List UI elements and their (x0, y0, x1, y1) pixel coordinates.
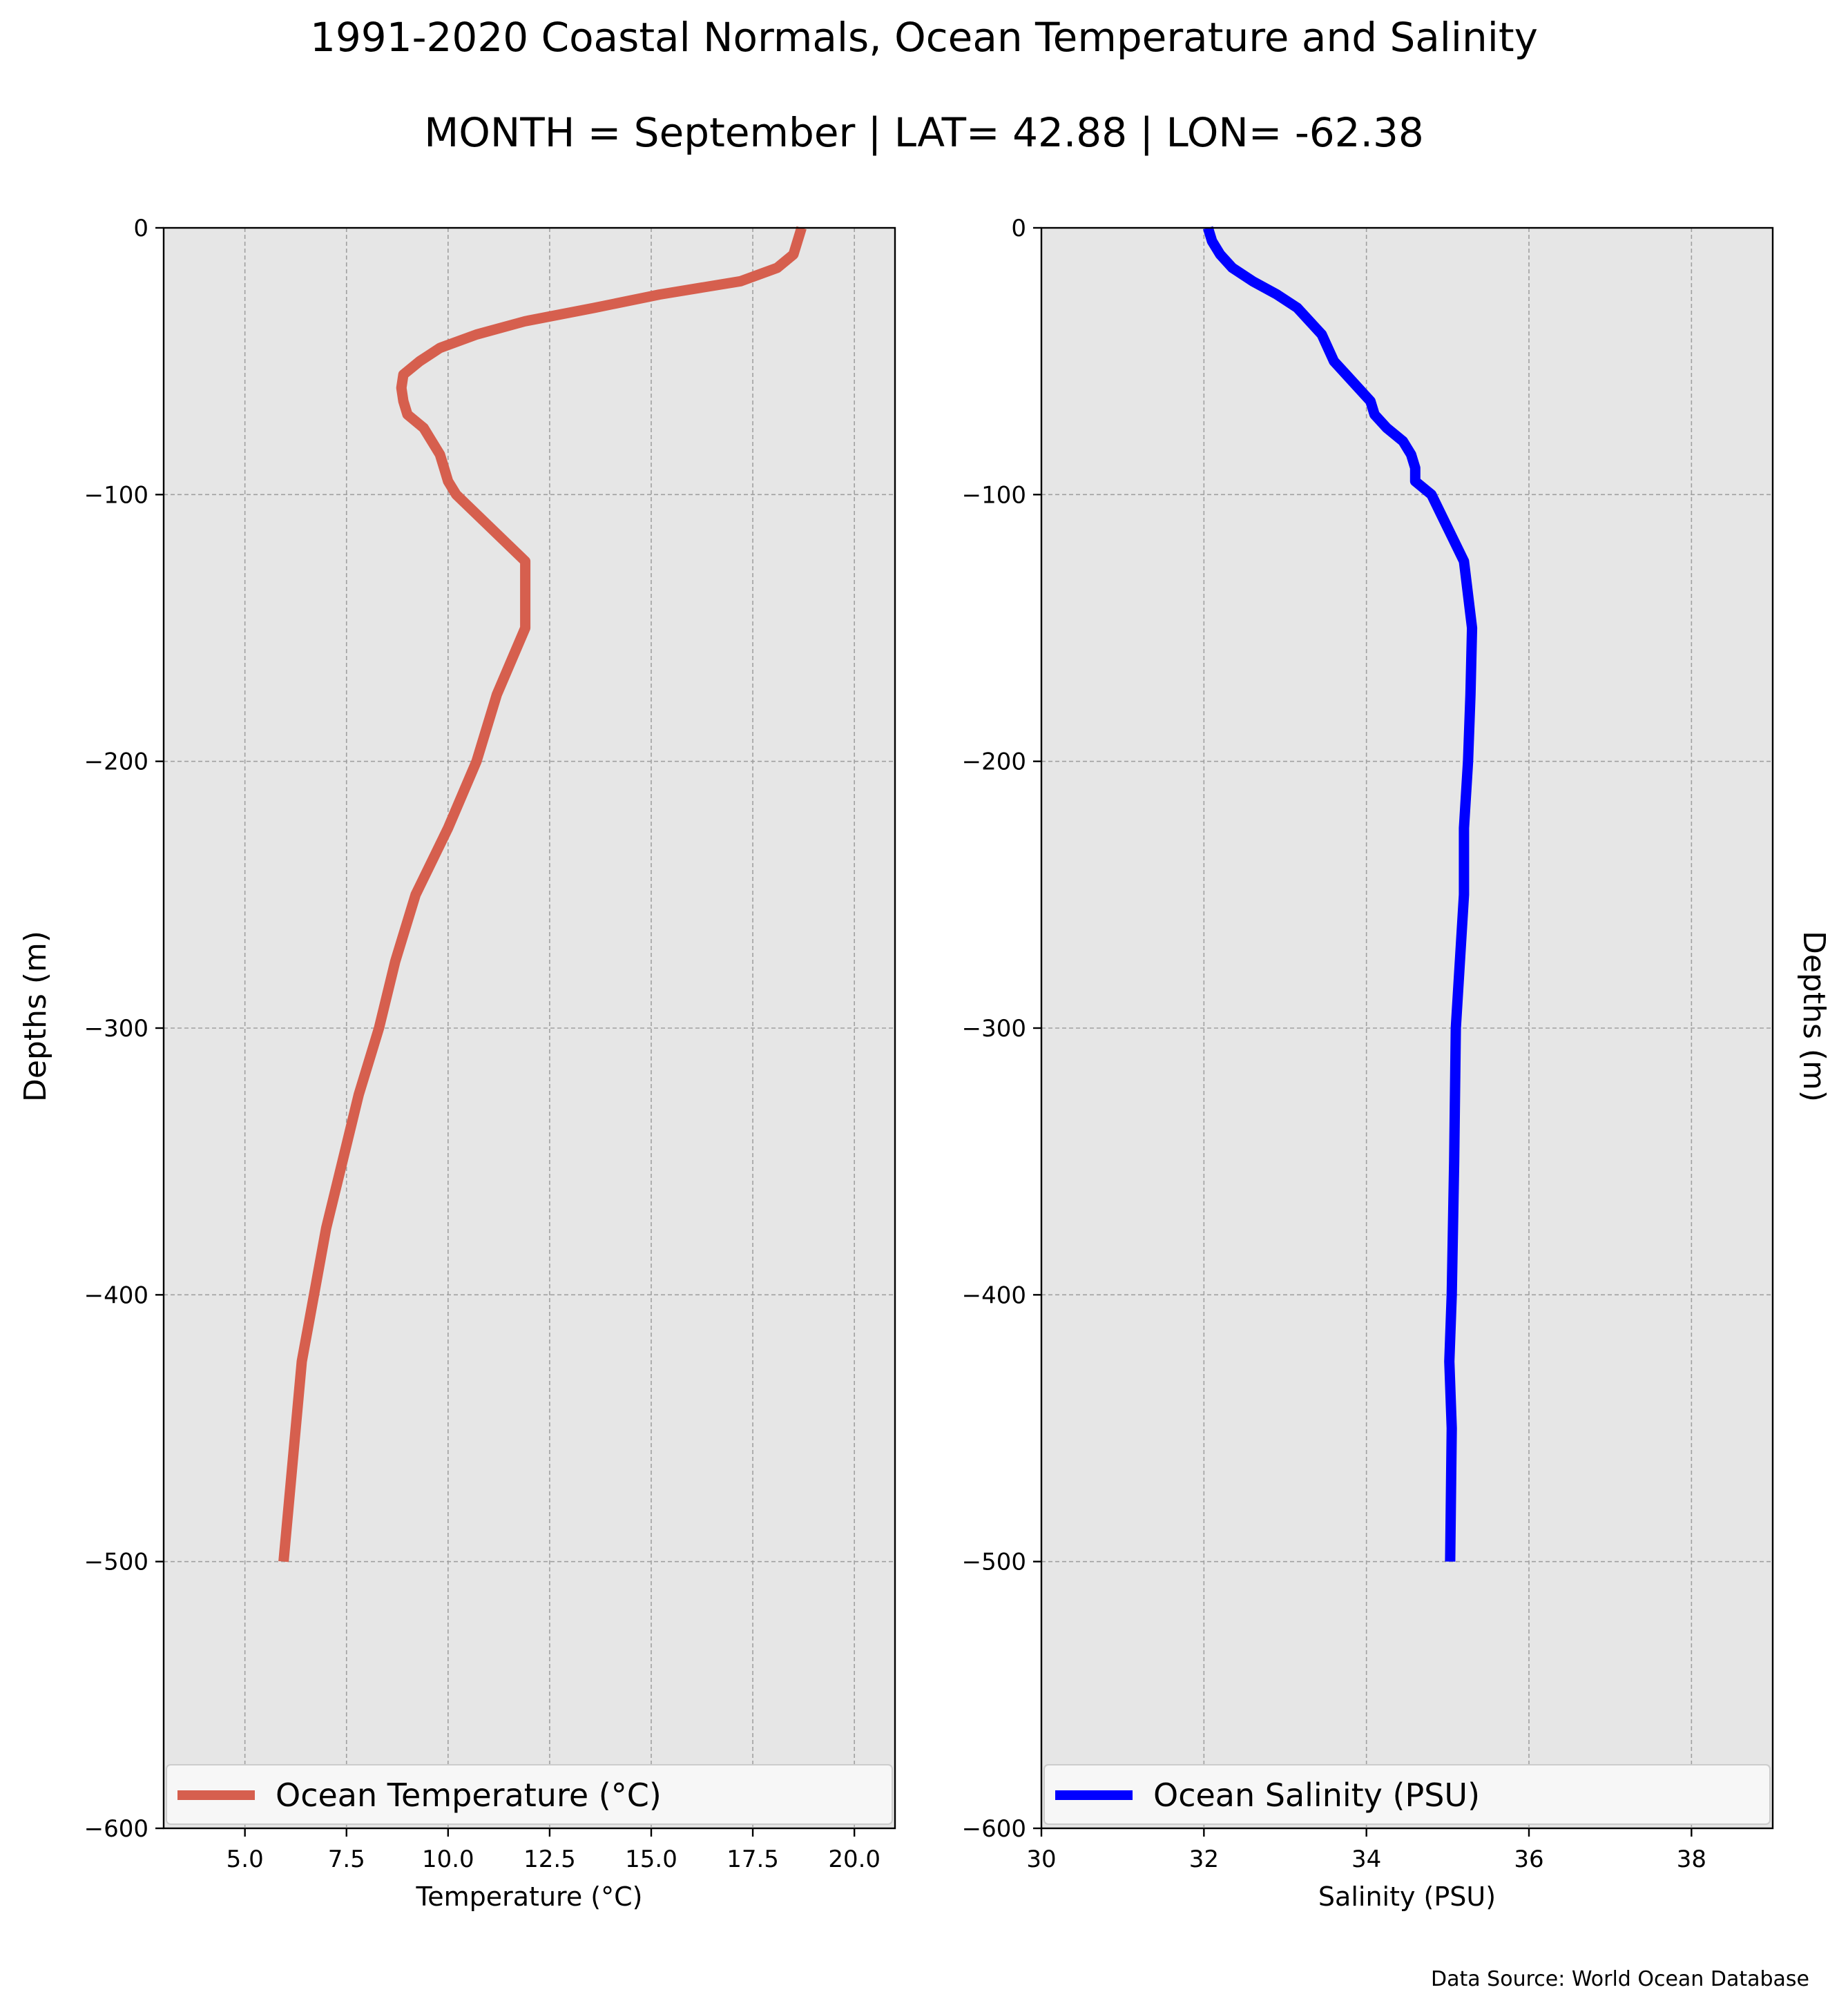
legend: Ocean Salinity (PSU) (1043, 1764, 1771, 1825)
chart-title: 1991-2020 Coastal Normals, Ocean Tempera… (310, 14, 1538, 61)
x-tick-label: 32 (1189, 1846, 1219, 1873)
y-tick-label: −100 (962, 481, 1026, 509)
y-tick-label: 0 (133, 215, 148, 242)
y-tick-label: −500 (84, 1549, 148, 1576)
chart-subtitle: MONTH = September | LAT= 42.88 | LON= -6… (424, 109, 1424, 156)
x-axis-label: Salinity (PSU) (1318, 1881, 1496, 1912)
x-tick-label: 10.0 (422, 1846, 474, 1873)
y-tick-label: −200 (962, 748, 1026, 776)
y-tick-label: −500 (962, 1549, 1026, 1576)
x-tick-label: 5.0 (227, 1846, 264, 1873)
legend-box (166, 1764, 893, 1825)
y-tick-label: −400 (962, 1281, 1026, 1309)
data-source-note: Data Source: World Ocean Database (1431, 1967, 1809, 1991)
y-tick-label: −100 (84, 481, 148, 509)
x-tick-label: 17.5 (726, 1846, 779, 1873)
x-tick-label: 34 (1351, 1846, 1381, 1873)
y-tick-label: −600 (962, 1815, 1026, 1843)
x-tick-label: 7.5 (328, 1846, 365, 1873)
x-tick-label: 30 (1026, 1846, 1056, 1873)
legend: Ocean Temperature (°C) (166, 1764, 893, 1825)
temperature-panel: Ocean Temperature (°C) 0 −100 −200 −300 −400 −… (84, 215, 896, 1912)
x-axis-label: Temperature (°C) (416, 1881, 643, 1912)
y-tick-label: 0 (1011, 215, 1026, 242)
x-tick-label: 20.0 (828, 1846, 880, 1873)
right-y-axis-label: Depths (m) (1796, 931, 1831, 1102)
salinity-panel: Ocean Salinity (PSU) 0 −100 −200 −300 −400 −50… (962, 215, 1774, 1912)
left-y-axis-label: Depths (m) (18, 931, 53, 1102)
y-tick-label: −400 (84, 1281, 148, 1309)
y-tick-label: −600 (84, 1815, 148, 1843)
y-tick-label: −300 (84, 1015, 148, 1043)
x-tick-label: 36 (1514, 1846, 1543, 1873)
series-line (278, 226, 807, 1562)
x-tick-label: 15.0 (625, 1846, 677, 1873)
x-tick-label: 38 (1677, 1846, 1706, 1873)
series-line (1203, 226, 1478, 1562)
x-tick-label: 12.5 (523, 1846, 576, 1873)
y-tick-label: −200 (84, 748, 148, 776)
legend-box (1043, 1764, 1771, 1825)
legend-label: Ocean Temperature (°C) (276, 1777, 662, 1814)
legend-label: Ocean Salinity (PSU) (1153, 1777, 1480, 1814)
y-tick-label: −300 (962, 1015, 1026, 1043)
